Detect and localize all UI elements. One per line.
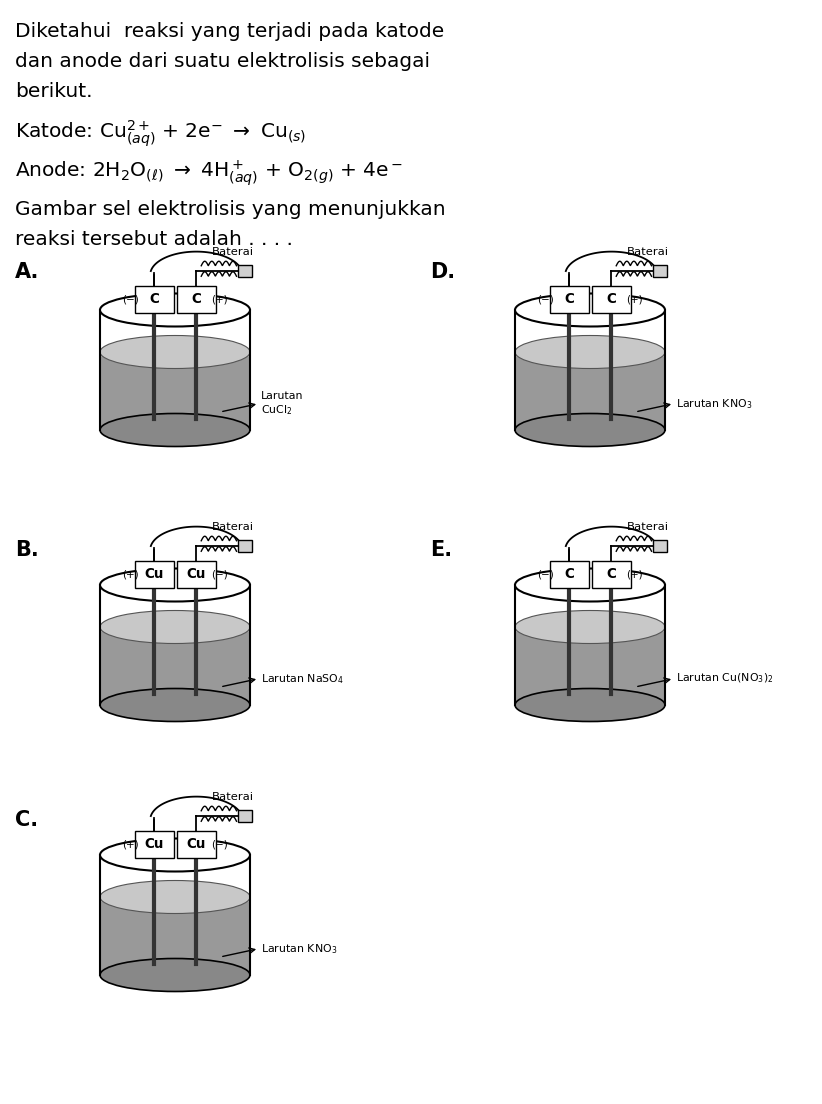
Text: Larutan KNO$_3$: Larutan KNO$_3$	[677, 396, 753, 411]
Text: (−): (−)	[122, 295, 139, 305]
Text: Cu: Cu	[187, 567, 206, 582]
Polygon shape	[100, 352, 250, 429]
Text: C: C	[564, 567, 574, 582]
Text: Larutan Cu(NO$_3$)$_2$: Larutan Cu(NO$_3$)$_2$	[677, 672, 774, 686]
Text: (−): (−)	[211, 839, 228, 849]
Bar	[653, 540, 667, 552]
Bar	[177, 286, 215, 312]
Text: dan anode dari suatu elektrolisis sebagai: dan anode dari suatu elektrolisis sebaga…	[15, 52, 430, 71]
Ellipse shape	[515, 336, 665, 369]
Bar	[238, 265, 252, 277]
Ellipse shape	[515, 569, 665, 602]
Bar	[135, 831, 173, 858]
Text: Baterai: Baterai	[627, 247, 669, 257]
Bar	[549, 286, 589, 312]
Text: Gambar sel elektrolisis yang menunjukkan: Gambar sel elektrolisis yang menunjukkan	[15, 200, 446, 219]
Text: B.: B.	[15, 540, 39, 560]
Text: (−): (−)	[538, 295, 554, 305]
Text: Diketahui  reaksi yang terjadi pada katode: Diketahui reaksi yang terjadi pada katod…	[15, 22, 444, 41]
Text: Larutan NaSO$_4$: Larutan NaSO$_4$	[261, 671, 344, 686]
Bar	[177, 831, 215, 858]
Text: Baterai: Baterai	[212, 247, 254, 257]
Text: Baterai: Baterai	[212, 522, 254, 532]
Text: (−): (−)	[538, 570, 554, 580]
Bar	[238, 810, 252, 822]
Bar	[592, 561, 630, 587]
Ellipse shape	[100, 294, 250, 327]
Ellipse shape	[515, 611, 665, 644]
Ellipse shape	[100, 414, 250, 446]
Polygon shape	[515, 357, 665, 429]
Text: Katode: Cu$^{2+}_{(aq)}$ + 2e$^{-}$ $\rightarrow$ Cu$_{(s)}$: Katode: Cu$^{2+}_{(aq)}$ + 2e$^{-}$ $\ri…	[15, 118, 307, 149]
Bar	[135, 286, 173, 312]
Ellipse shape	[100, 611, 250, 644]
Text: (+): (+)	[626, 570, 643, 580]
Text: Anode: 2H$_2$O$_{(\ell)}$ $\rightarrow$ 4H$^+_{(aq)}$ + O$_{2(g)}$ + 4e$^-$: Anode: 2H$_2$O$_{(\ell)}$ $\rightarrow$ …	[15, 158, 404, 188]
Text: A.: A.	[15, 262, 39, 282]
Text: Cu: Cu	[187, 838, 206, 851]
Ellipse shape	[515, 689, 665, 722]
Text: D.: D.	[430, 262, 455, 282]
Text: Baterai: Baterai	[627, 522, 669, 532]
Ellipse shape	[100, 336, 250, 369]
Text: Cu: Cu	[145, 567, 164, 582]
Polygon shape	[100, 627, 250, 705]
Text: Larutan
CuCl$_2$: Larutan CuCl$_2$	[261, 391, 304, 416]
Ellipse shape	[100, 881, 250, 913]
Text: C.: C.	[15, 810, 38, 830]
Bar	[592, 286, 630, 312]
Text: (−): (−)	[211, 570, 228, 580]
Text: (+): (+)	[626, 295, 643, 305]
Bar	[177, 561, 215, 587]
Ellipse shape	[515, 414, 665, 446]
Bar	[653, 265, 667, 277]
Bar	[549, 561, 589, 587]
Ellipse shape	[100, 569, 250, 602]
Text: C: C	[149, 293, 159, 307]
Polygon shape	[100, 631, 250, 705]
Polygon shape	[100, 902, 250, 975]
Text: C: C	[606, 567, 616, 582]
Text: (+): (+)	[122, 839, 139, 849]
Text: (+): (+)	[122, 570, 139, 580]
Polygon shape	[100, 357, 250, 429]
Text: C: C	[606, 293, 616, 307]
Ellipse shape	[100, 958, 250, 991]
Polygon shape	[515, 627, 665, 705]
Text: Cu: Cu	[145, 838, 164, 851]
Text: C: C	[564, 293, 574, 307]
Text: (+): (+)	[211, 295, 228, 305]
Text: C: C	[191, 293, 201, 307]
Ellipse shape	[100, 839, 250, 871]
Polygon shape	[100, 896, 250, 975]
Text: reaksi tersebut adalah . . . .: reaksi tersebut adalah . . . .	[15, 230, 293, 250]
Polygon shape	[515, 352, 665, 429]
Polygon shape	[515, 631, 665, 705]
Text: Larutan KNO$_3$: Larutan KNO$_3$	[261, 942, 338, 955]
Bar	[135, 561, 173, 587]
Bar	[238, 540, 252, 552]
Ellipse shape	[515, 294, 665, 327]
Text: berikut.: berikut.	[15, 82, 93, 100]
Text: E.: E.	[430, 540, 452, 560]
Text: Baterai: Baterai	[212, 792, 254, 802]
Ellipse shape	[100, 689, 250, 722]
